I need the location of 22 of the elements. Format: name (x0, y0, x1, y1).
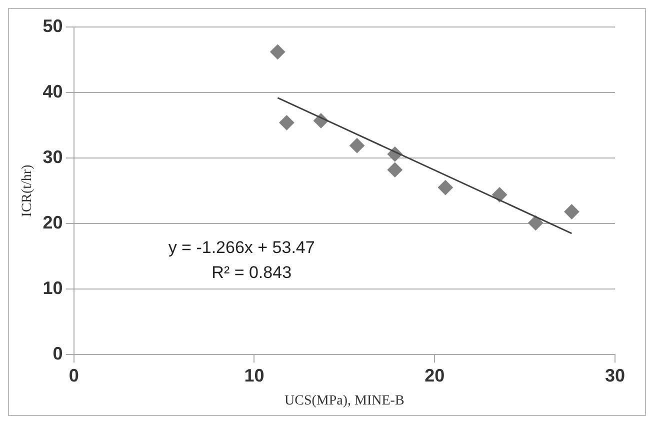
annotation: R² = 0.843 (212, 263, 292, 282)
point (387, 162, 402, 178)
point (564, 204, 580, 220)
y-tick-label: 40 (42, 81, 63, 102)
point (270, 44, 286, 60)
y-tick-label: 0 (52, 344, 63, 364)
x-tick-label: 10 (244, 365, 264, 386)
x-axis-title: UCS(MPa), MINE-B (284, 393, 404, 408)
point (279, 115, 294, 130)
point (350, 138, 365, 154)
y-tick-label: 50 (42, 16, 63, 36)
x-tick-label: 30 (604, 365, 626, 386)
annotation: y = -1.266x + 53.47 (168, 238, 315, 258)
y-tick-label: 30 (42, 147, 63, 168)
y-axis-title: ICR(t/hr) (20, 164, 36, 217)
y-tick-label: 10 (42, 278, 63, 298)
point (528, 215, 544, 230)
point (492, 187, 508, 202)
x-tick-label: 0 (68, 365, 79, 386)
y-tick-label: 20 (42, 212, 63, 233)
x-tick-label: 20 (424, 365, 445, 386)
point (438, 180, 453, 196)
